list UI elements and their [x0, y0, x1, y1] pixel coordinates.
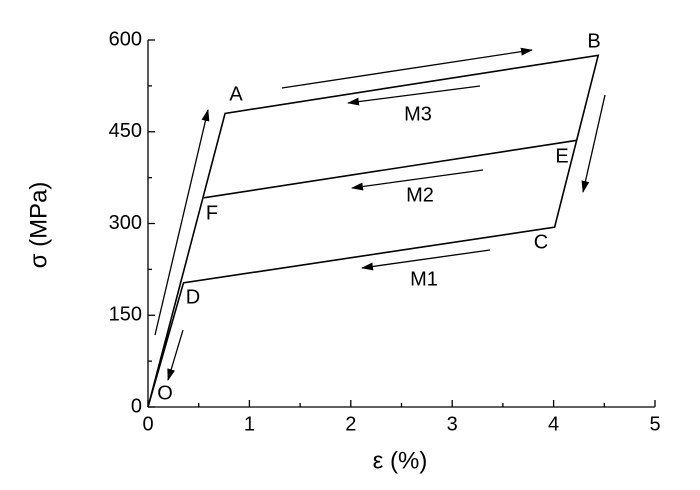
- annotation: B: [587, 30, 600, 52]
- y-tick-label: 0: [131, 395, 142, 417]
- annotation: C: [534, 231, 548, 253]
- y-tick-label: 300: [109, 212, 142, 234]
- curve: [147, 54, 600, 408]
- annotation: M2: [406, 184, 434, 206]
- x-tick-label: 5: [649, 413, 660, 435]
- y-tick-label: 600: [109, 28, 142, 50]
- annotation: E: [555, 145, 568, 167]
- y-tick-label: 450: [109, 120, 142, 142]
- y-tick-label: 150: [109, 304, 142, 326]
- y-axis-label: σ (MPa): [25, 182, 52, 269]
- x-tick-label: 0: [142, 413, 153, 435]
- x-tick-label: 4: [548, 413, 559, 435]
- annotation: O: [157, 382, 173, 404]
- annotation: M3: [404, 103, 432, 125]
- arrows: [154, 47, 606, 381]
- annotation: F: [206, 202, 218, 224]
- x-tick-label: 1: [244, 413, 255, 435]
- curve: [203, 139, 578, 199]
- annotation: D: [186, 286, 200, 308]
- x-tick-label: 3: [447, 413, 458, 435]
- annotation: M1: [410, 268, 438, 290]
- x-axis-label: ε (%): [373, 447, 428, 474]
- x-tick-label: 2: [345, 413, 356, 435]
- annotation: A: [229, 83, 243, 105]
